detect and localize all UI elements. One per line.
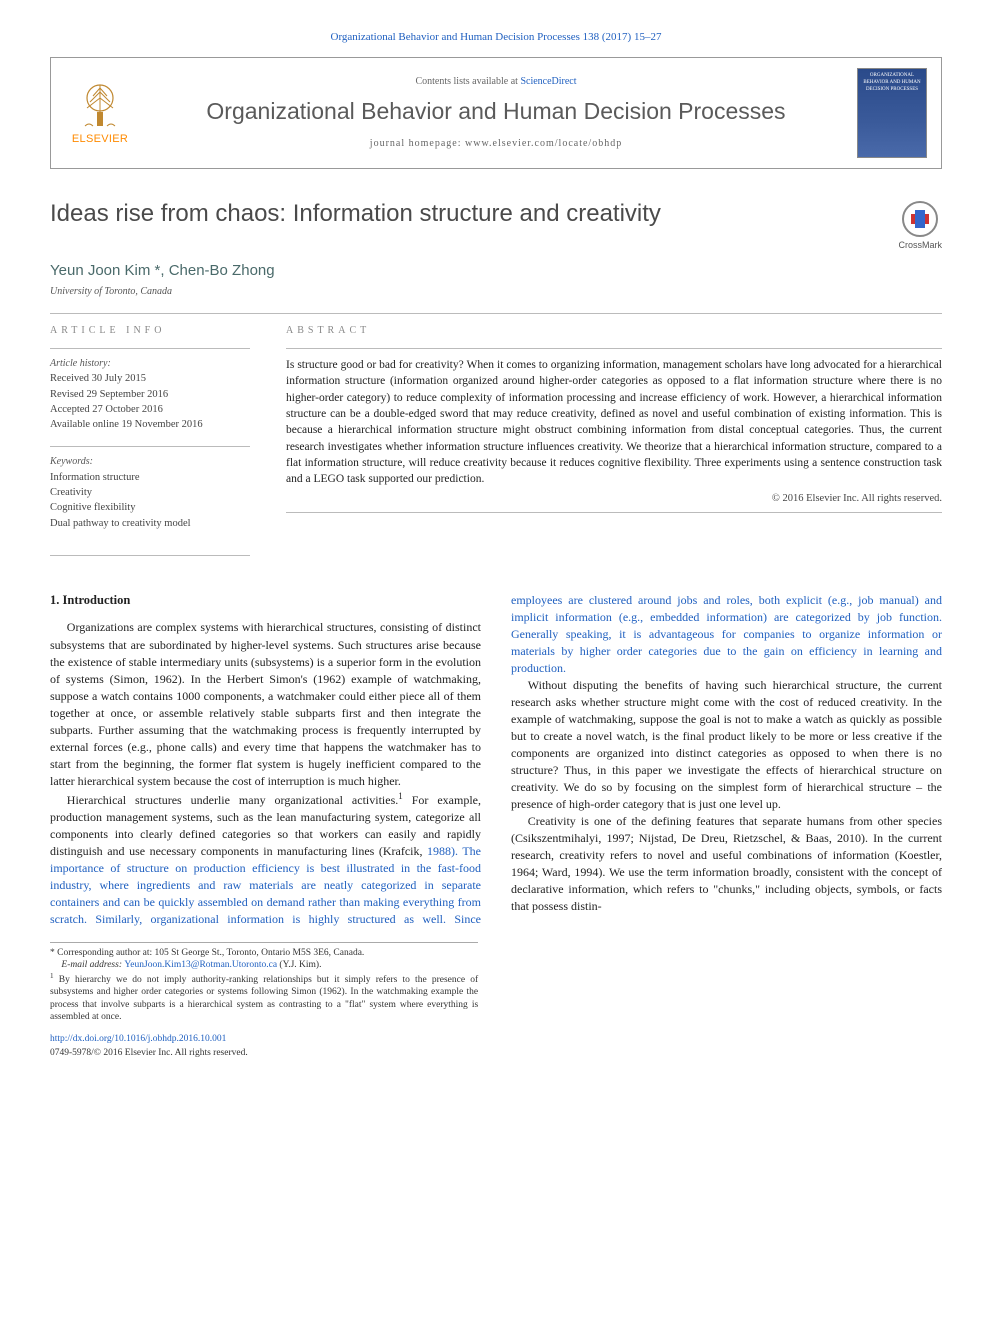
keyword: Creativity bbox=[50, 485, 250, 500]
homepage-prefix: journal homepage: bbox=[370, 138, 465, 149]
abstract-heading: ABSTRACT bbox=[286, 324, 942, 338]
body-text-columns: 1. Introduction Organizations are comple… bbox=[50, 592, 942, 928]
journal-title: Organizational Behavior and Human Decisi… bbox=[153, 95, 839, 127]
contents-list-line: Contents lists available at ScienceDirec… bbox=[153, 75, 839, 89]
journal-homepage-line: journal homepage: www.elsevier.com/locat… bbox=[153, 137, 839, 151]
crossmark-icon bbox=[902, 201, 938, 237]
rule-info-bottom bbox=[50, 555, 250, 556]
history-line: Available online 19 November 2016 bbox=[50, 417, 250, 432]
corresponding-author-footnote: * Corresponding author at: 105 St George… bbox=[50, 947, 478, 959]
authors-line: Yeun Joon Kim *, Chen-Bo Zhong bbox=[50, 260, 942, 281]
keywords-label: Keywords: bbox=[50, 455, 250, 470]
doi-link[interactable]: http://dx.doi.org/10.1016/j.obhdp.2016.1… bbox=[50, 1034, 226, 1044]
sciencedirect-link[interactable]: ScienceDirect bbox=[520, 76, 576, 87]
author-email-link[interactable]: YeunJoon.Kim13@Rotman.Utoronto.ca bbox=[124, 960, 277, 970]
history-line: Received 30 July 2015 bbox=[50, 371, 250, 386]
homepage-url: www.elsevier.com/locate/obhdp bbox=[465, 138, 622, 149]
footnote-1: 1 By hierarchy we do not imply authority… bbox=[50, 972, 478, 1024]
article-history-block: Article history: Received 30 July 2015 R… bbox=[50, 357, 250, 432]
article-title: Ideas rise from chaos: Information struc… bbox=[50, 197, 874, 231]
doi-block: http://dx.doi.org/10.1016/j.obhdp.2016.1… bbox=[50, 1033, 942, 1060]
rule-top bbox=[50, 313, 942, 314]
p2a: Hierarchical structures underlie many or… bbox=[67, 793, 398, 807]
email-suffix: (Y.J. Kim). bbox=[277, 960, 321, 970]
email-label: E-mail address: bbox=[61, 960, 124, 970]
abstract-copyright: © 2016 Elsevier Inc. All rights reserved… bbox=[286, 492, 942, 507]
intro-paragraph: Without disputing the benefits of having… bbox=[511, 677, 942, 813]
abstract-column: ABSTRACT Is structure good or bad for cr… bbox=[286, 324, 942, 545]
keyword: Dual pathway to creativity model bbox=[50, 516, 250, 531]
crossmark-label: CrossMark bbox=[898, 239, 942, 252]
journal-cover-thumbnail: ORGANIZATIONAL BEHAVIOR AND HUMAN DECISI… bbox=[857, 68, 927, 158]
publisher-name: ELSEVIER bbox=[72, 132, 128, 147]
article-history-label: Article history: bbox=[50, 357, 250, 372]
citation-line: Organizational Behavior and Human Decisi… bbox=[50, 30, 942, 45]
article-info-column: ARTICLE INFO Article history: Received 3… bbox=[50, 324, 250, 545]
fn1-text: By hierarchy we do not imply authority-r… bbox=[50, 975, 478, 1022]
contents-prefix: Contents lists available at bbox=[415, 76, 520, 87]
email-footnote: E-mail address: YeunJoon.Kim13@Rotman.Ut… bbox=[50, 959, 478, 971]
crossmark-badge[interactable]: CrossMark bbox=[898, 201, 942, 252]
keyword: Cognitive flexibility bbox=[50, 500, 250, 515]
corr-text: Corresponding author at: 105 St George S… bbox=[55, 948, 365, 958]
issn-copyright-line: 0749-5978/© 2016 Elsevier Inc. All right… bbox=[50, 1048, 248, 1058]
intro-paragraph: Organizations are complex systems with h… bbox=[50, 619, 481, 789]
footnote-block: * Corresponding author at: 105 St George… bbox=[50, 942, 478, 1023]
elsevier-tree-icon bbox=[75, 80, 125, 130]
affiliation-line: University of Toronto, Canada bbox=[50, 285, 942, 299]
intro-paragraph: Creativity is one of the defining featur… bbox=[511, 813, 942, 915]
journal-header-box: ELSEVIER Contents lists available at Sci… bbox=[50, 57, 942, 169]
keyword: Information structure bbox=[50, 470, 250, 485]
keywords-block: Keywords: Information structure Creativi… bbox=[50, 455, 250, 530]
history-line: Revised 29 September 2016 bbox=[50, 387, 250, 402]
publisher-logo: ELSEVIER bbox=[65, 80, 135, 147]
section-heading-intro: 1. Introduction bbox=[50, 592, 481, 610]
article-info-heading: ARTICLE INFO bbox=[50, 324, 250, 338]
abstract-text: Is structure good or bad for creativity?… bbox=[286, 357, 942, 488]
history-line: Accepted 27 October 2016 bbox=[50, 402, 250, 417]
